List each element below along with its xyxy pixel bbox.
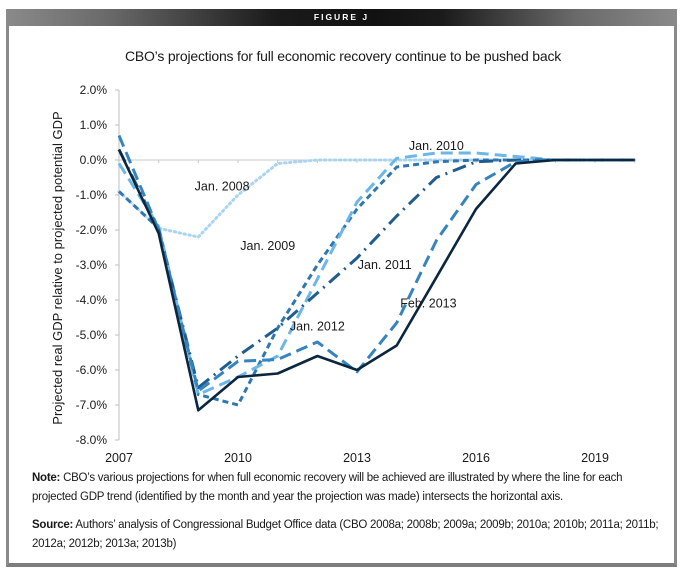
figure-frame <box>6 9 677 567</box>
y-tick-label: -4.0% <box>76 293 108 307</box>
series-annotation: Jan. 2011 <box>358 258 412 272</box>
y-tick-label: -3.0% <box>76 258 108 272</box>
y-tick-label: 1.0% <box>80 118 108 132</box>
x-tick-label: 2016 <box>462 451 490 465</box>
y-tick-label: -7.0% <box>76 398 108 412</box>
y-tick-label: -6.0% <box>76 363 108 377</box>
x-tick-label: 2007 <box>105 451 133 465</box>
note-text: CBO’s various projections for when full … <box>32 472 623 503</box>
y-tick-label: 2.0% <box>80 83 108 97</box>
series-annotation: Jan. 2012 <box>290 319 345 333</box>
series-annotation: Feb. 2013 <box>400 297 456 311</box>
series-line-jan-2009 <box>117 158 635 407</box>
series-line-jan-2012 <box>117 134 635 393</box>
series-line-jan-2008 <box>117 158 637 239</box>
source: Source: Authors’ analysis of Congression… <box>32 516 662 554</box>
note-label: Note: <box>32 472 61 484</box>
annotation-layer: Jan. 2008 Jan. 2009 Jan. 2010 Jan. 2011 Jan.… <box>195 139 464 333</box>
figure-label: FIGURE J <box>6 9 677 26</box>
y-tick-label: -2.0% <box>76 223 108 237</box>
y-tick-label: -8.0% <box>76 433 108 447</box>
source-text: Authors’ analysis of Congressional Budge… <box>32 519 659 550</box>
series-annotation: Jan. 2009 <box>240 239 295 253</box>
series-layer <box>117 134 637 412</box>
line-chart: 2.0% 1.0% 0.0% -1.0% -2.0% -3.0% -4.0% -5.0% -6.… <box>50 83 637 465</box>
y-tick-label: -1.0% <box>76 188 108 202</box>
series-annotation: Jan. 2008 <box>195 179 250 193</box>
note: Note: CBO’s various projections for when… <box>32 469 662 507</box>
axes: 2.0% 1.0% 0.0% -1.0% -2.0% -3.0% -4.0% -5.0% -6.… <box>76 83 636 465</box>
source-label: Source: <box>32 519 74 531</box>
y-tick-label: -5.0% <box>76 328 108 342</box>
x-tick-label: 2013 <box>343 451 371 465</box>
x-tick-label: 2010 <box>224 451 252 465</box>
y-tick-label: 0.0% <box>80 153 108 167</box>
series-line-feb-2013 <box>117 148 635 412</box>
chart-title: CBO’s projections for full economic reco… <box>124 48 562 64</box>
x-tick-label: 2019 <box>581 451 609 465</box>
y-axis-label: Projected real GDP relative to projected… <box>50 111 65 424</box>
series-annotation: Jan. 2010 <box>409 139 464 153</box>
